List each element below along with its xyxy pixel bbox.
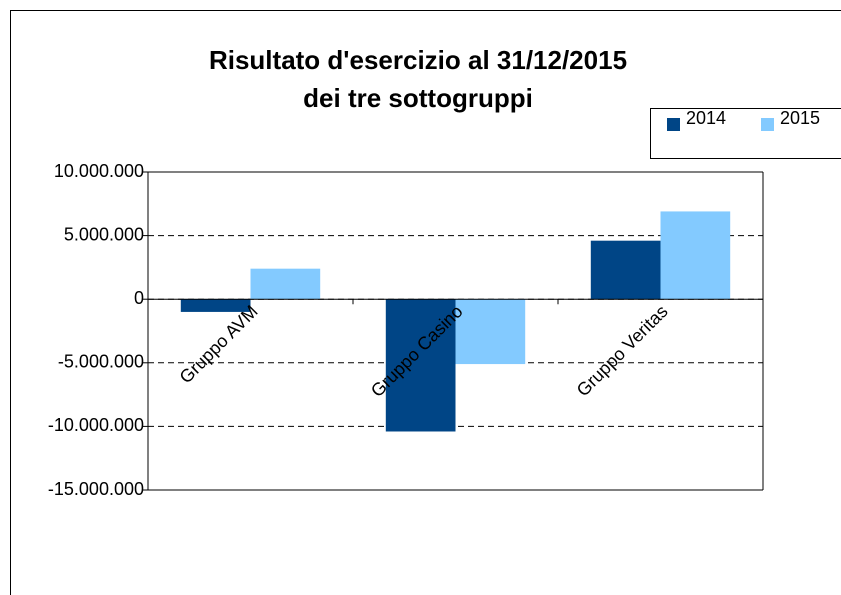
y-tick-label: 10.000.000: [54, 161, 144, 181]
legend-swatch: [667, 118, 680, 131]
bar: [590, 240, 661, 300]
chart-frame: [10, 10, 841, 595]
chart-title: Risultato d'esercizio al 31/12/2015: [209, 45, 627, 75]
y-tick-label: -15.000.000: [48, 479, 144, 499]
legend-swatch: [761, 118, 774, 131]
y-tick-label: -10.000.000: [48, 415, 144, 435]
bar: [455, 299, 526, 365]
x-tick-label: Gruppo Veritas: [573, 301, 672, 400]
bar: [385, 299, 456, 432]
legend-label: 2015: [780, 108, 820, 128]
legend-label: 2014: [686, 108, 726, 128]
chart-title: dei tre sottogruppi: [303, 83, 533, 113]
bar: [660, 211, 731, 300]
legend-box: [650, 108, 841, 159]
y-tick-label: 5.000.000: [64, 224, 144, 244]
y-tick-label: 0: [134, 288, 144, 308]
y-tick-label: -5.000.000: [58, 352, 144, 372]
bar: [180, 299, 251, 312]
bar: [250, 268, 321, 300]
x-tick-label: Gruppo AVM: [176, 301, 262, 387]
